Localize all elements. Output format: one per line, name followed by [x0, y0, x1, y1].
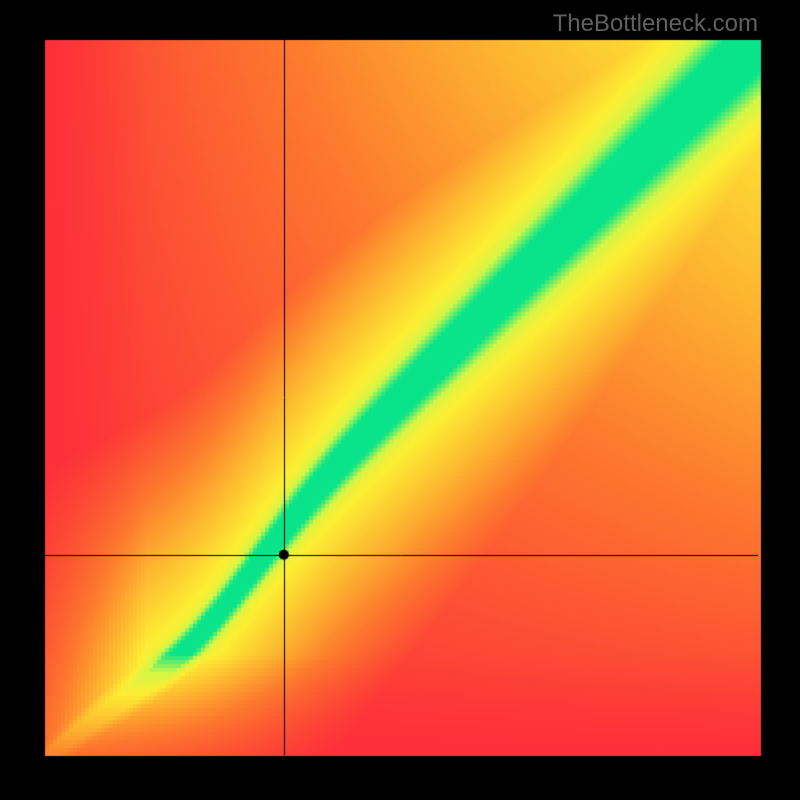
watermark-text: TheBottleneck.com — [553, 10, 758, 38]
bottleneck-heatmap — [0, 0, 800, 800]
